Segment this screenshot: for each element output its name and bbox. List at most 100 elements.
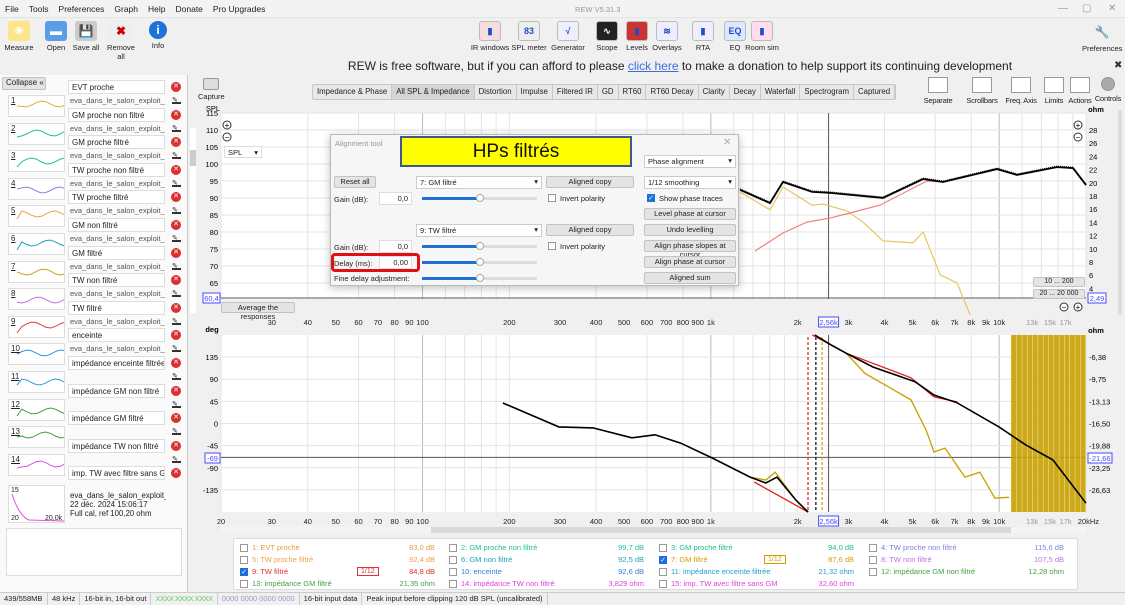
remove-measurement-icon[interactable]: ✕ — [171, 275, 181, 286]
delay-slider[interactable] — [422, 258, 537, 266]
gain-slider-2[interactable] — [422, 242, 537, 250]
legend-item[interactable]: 1: EVT proche — [240, 543, 300, 553]
edit-icon[interactable]: ✎ — [172, 262, 181, 270]
show-phase-traces-checkbox[interactable]: ✓ — [647, 194, 655, 202]
maximize-icon[interactable]: ▢ — [1082, 3, 1092, 14]
measurement-item[interactable]: impédance GM non filtré ✕ ✎ 12 — [6, 381, 184, 421]
gain-input-1[interactable]: 0,0 — [379, 192, 412, 205]
measurement-name-input[interactable]: enceinte — [68, 328, 165, 343]
legend-checkbox[interactable] — [869, 544, 877, 553]
legend-checkbox[interactable] — [659, 544, 667, 553]
aligned-sum-button[interactable]: Aligned sum — [644, 272, 736, 284]
measurement-name-input[interactable]: GM filtré — [68, 245, 165, 260]
average-responses-button[interactable]: Average the responses — [221, 302, 295, 321]
align-phase-slopes-button[interactable]: Align phase slopes at cursor — [644, 240, 736, 259]
menu-tools[interactable]: Tools — [28, 4, 49, 14]
dialog-close-icon[interactable]: ✕ — [723, 137, 732, 148]
measurement-thumbnail[interactable]: 3 — [8, 150, 65, 173]
remove-measurement-icon[interactable]: ✕ — [171, 440, 181, 451]
actions-button[interactable]: Actions — [1060, 77, 1100, 105]
donate-link[interactable]: click here — [627, 59, 679, 73]
legend-checkbox[interactable] — [449, 568, 457, 577]
undo-levelling-button[interactable]: Undo levelling — [644, 224, 736, 236]
legend-item[interactable]: 6: GM non filtré — [449, 555, 512, 565]
scrollbars-button[interactable]: Scrollbars — [962, 77, 1002, 105]
save-all-button[interactable]: 💾 Save all — [69, 21, 103, 52]
measurement-thumbnail[interactable]: 13 — [8, 426, 65, 449]
legend-item[interactable]: 10: enceinte — [449, 567, 502, 577]
measurement-item[interactable]: TW proche filtré ✕ eva_dans_le_salon_explo… — [6, 187, 184, 228]
measurement-thumbnail[interactable]: 8 — [8, 288, 65, 311]
minimize-icon[interactable]: — — [1058, 3, 1068, 14]
smoothing-select[interactable]: 1/12 smoothing — [644, 176, 736, 189]
remove-measurement-icon[interactable]: ✕ — [171, 109, 181, 120]
reset-all-button[interactable]: Reset all — [334, 176, 376, 188]
tab-rt60-decay[interactable]: RT60 Decay — [646, 85, 699, 99]
generator-button[interactable]: √ Generator — [551, 21, 585, 52]
measurement-thumbnail[interactable]: 11 — [8, 371, 65, 393]
measurement-item[interactable]: TW filtré ✕ eva_dans_le_salon_exploit_ir_d… — [6, 298, 184, 338]
range-10-200-button[interactable]: 10 ... 200 — [1033, 277, 1085, 287]
measurement-thumbnail[interactable]: 5 — [8, 205, 65, 228]
levels-button[interactable]: ▮ Levels — [620, 21, 654, 52]
smoothing-badge[interactable]: 1/12 — [357, 567, 379, 576]
legend-item[interactable]: 5: TW proche filtré — [240, 555, 313, 565]
edit-icon[interactable]: ✎ — [172, 372, 181, 380]
measurement-name-input[interactable]: impédance enceinte filtrée — [68, 356, 165, 370]
eq-button[interactable]: EQ EQ — [718, 21, 752, 52]
measurement-name-input[interactable]: EVT proche — [68, 80, 165, 94]
remove-measurement-icon[interactable]: ✕ — [171, 220, 181, 230]
remove-measurement-icon[interactable]: ✕ — [171, 247, 181, 258]
remove-measurement-icon[interactable]: ✕ — [171, 192, 181, 203]
edit-icon[interactable]: ✎ — [172, 427, 181, 436]
limits-button[interactable]: Limits — [1034, 77, 1074, 105]
zoom-in-icon[interactable] — [1073, 302, 1083, 312]
legend-item[interactable]: ✓ 9: TW filtré — [240, 567, 288, 577]
tab-spectrogram[interactable]: Spectrogram — [800, 85, 854, 99]
measurement-name-input[interactable]: GM non filtré — [68, 218, 165, 232]
measurement-thumbnail[interactable]: 2 — [8, 122, 65, 145]
tab-all-spl-impedance[interactable]: All SPL & Impedance — [392, 85, 475, 99]
rta-button[interactable]: ▮ RTA — [686, 21, 720, 52]
measurement-thumbnail[interactable]: 4 — [8, 177, 65, 200]
legend-item[interactable]: 15: imp. TW avec filtre sans GM — [659, 579, 778, 589]
spl-select[interactable]: SPL ▾ — [224, 146, 262, 158]
tab-rt60[interactable]: RT60 — [619, 85, 647, 99]
legend-item[interactable]: 13: impédance GM filtré — [240, 579, 332, 589]
aligned-copy-button-2[interactable]: Aligned copy — [546, 224, 634, 236]
tab-decay[interactable]: Decay — [730, 85, 761, 99]
fine-delay-slider[interactable] — [422, 274, 537, 282]
measurement-name-input[interactable]: TW proche filtré — [68, 190, 165, 205]
menu-help[interactable]: Help — [148, 4, 166, 14]
remove-measurement-icon[interactable]: ✕ — [171, 468, 181, 479]
tab-impulse[interactable]: Impulse — [517, 85, 553, 99]
measurement-name-input[interactable]: GM proche non filtré — [68, 107, 165, 122]
measurement-item[interactable]: GM filtré ✕ eva_dans_le_salon_exploit_ir_d… — [6, 243, 184, 283]
remove-measurement-icon[interactable]: ✕ — [171, 302, 181, 313]
measurement-item[interactable]: GM proche non filtré ✕ eva_dans_le_salon_e… — [6, 105, 184, 145]
measurement-name-input[interactable]: TW non filtré — [68, 273, 165, 288]
legend-checkbox[interactable] — [240, 556, 248, 565]
measurement-item[interactable]: TW proche non filtré ✕ eva_dans_le_salon_e… — [6, 160, 184, 200]
measurement-name-input[interactable]: imp. TW avec filtre sans GM — [68, 466, 165, 481]
edit-icon[interactable]: ✎ — [172, 317, 181, 325]
measurement-name-input[interactable]: impédance TW non filtré — [68, 438, 165, 453]
legend-item[interactable]: 3: GM proche filtré — [659, 543, 733, 553]
zoom-out-icon[interactable] — [222, 132, 232, 142]
remove-measurement-icon[interactable]: ✕ — [171, 358, 181, 368]
edit-icon[interactable]: ✎ — [172, 124, 181, 132]
legend-checkbox[interactable] — [240, 580, 248, 589]
preferences-button[interactable]: 🔧 Preferences — [1082, 22, 1122, 53]
measurement-item[interactable]: TW non filtré ✕ eva_dans_le_salon_exploit_… — [6, 270, 184, 311]
tab-waterfall[interactable]: Waterfall — [761, 85, 801, 99]
measurement-name-input[interactable]: GM proche filtré — [68, 135, 165, 150]
legend-item[interactable]: 8: TW non filtré — [869, 555, 932, 565]
measurement-select-1[interactable]: 7: GM filtré — [416, 176, 542, 189]
measurement-name-input[interactable]: impédance GM non filtré — [68, 383, 165, 398]
measurement-thumbnail[interactable]: 6 — [8, 233, 65, 255]
legend-checkbox[interactable] — [240, 544, 248, 553]
tab-clarity[interactable]: Clarity — [699, 85, 730, 99]
remove-all-button[interactable]: ✖ Remove all — [104, 21, 138, 61]
range-20-20000-button[interactable]: 20 ... 20 000 — [1033, 289, 1085, 299]
remove-measurement-icon[interactable]: ✕ — [171, 413, 181, 424]
